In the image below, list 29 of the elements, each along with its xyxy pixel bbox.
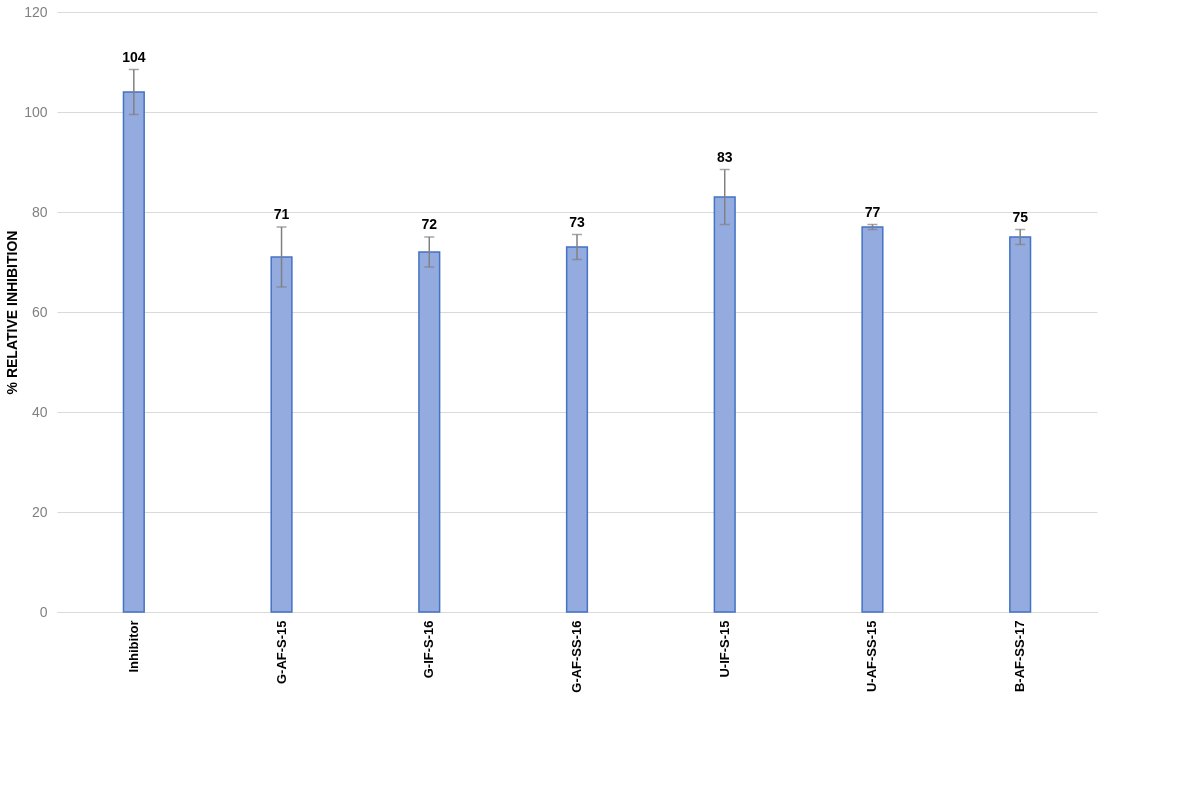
data-label: 71 [273, 206, 290, 222]
x-tick-label: B-AF-SS-17 [1012, 620, 1028, 693]
bar [1009, 236, 1032, 613]
y-tick-label: 80 [31, 203, 48, 220]
y-axis-title: % RELATIVE INHIBITION [4, 230, 21, 395]
y-tick-label: 0 [39, 603, 48, 620]
data-label: 104 [122, 48, 146, 65]
bar [713, 196, 736, 613]
y-tick-label: 60 [31, 303, 48, 320]
x-tick-label: G-AF-SS-16 [569, 620, 584, 693]
y-tick-label: 40 [31, 403, 48, 420]
x-tick-label: Inhibitor [125, 620, 141, 673]
bar [270, 256, 293, 613]
x-tick-label: U-IF-S-15 [716, 620, 732, 678]
bar [122, 91, 145, 613]
bar [861, 226, 884, 613]
x-tick-label: U-AF-SS-15 [864, 620, 880, 693]
bar [418, 251, 441, 613]
data-label: 83 [716, 148, 733, 165]
data-label: 72 [421, 216, 438, 232]
y-tick-label: 100 [24, 103, 48, 120]
y-tick-label: 120 [24, 3, 48, 20]
x-tick-label: G-IF-S-16 [421, 620, 437, 679]
data-label: 77 [864, 203, 881, 220]
x-tick-label: G-AF-S-15 [273, 620, 289, 685]
data-label: 75 [1012, 208, 1029, 225]
bar [565, 246, 589, 613]
y-tick-label: 20 [31, 503, 48, 520]
data-label: 73 [569, 213, 585, 230]
